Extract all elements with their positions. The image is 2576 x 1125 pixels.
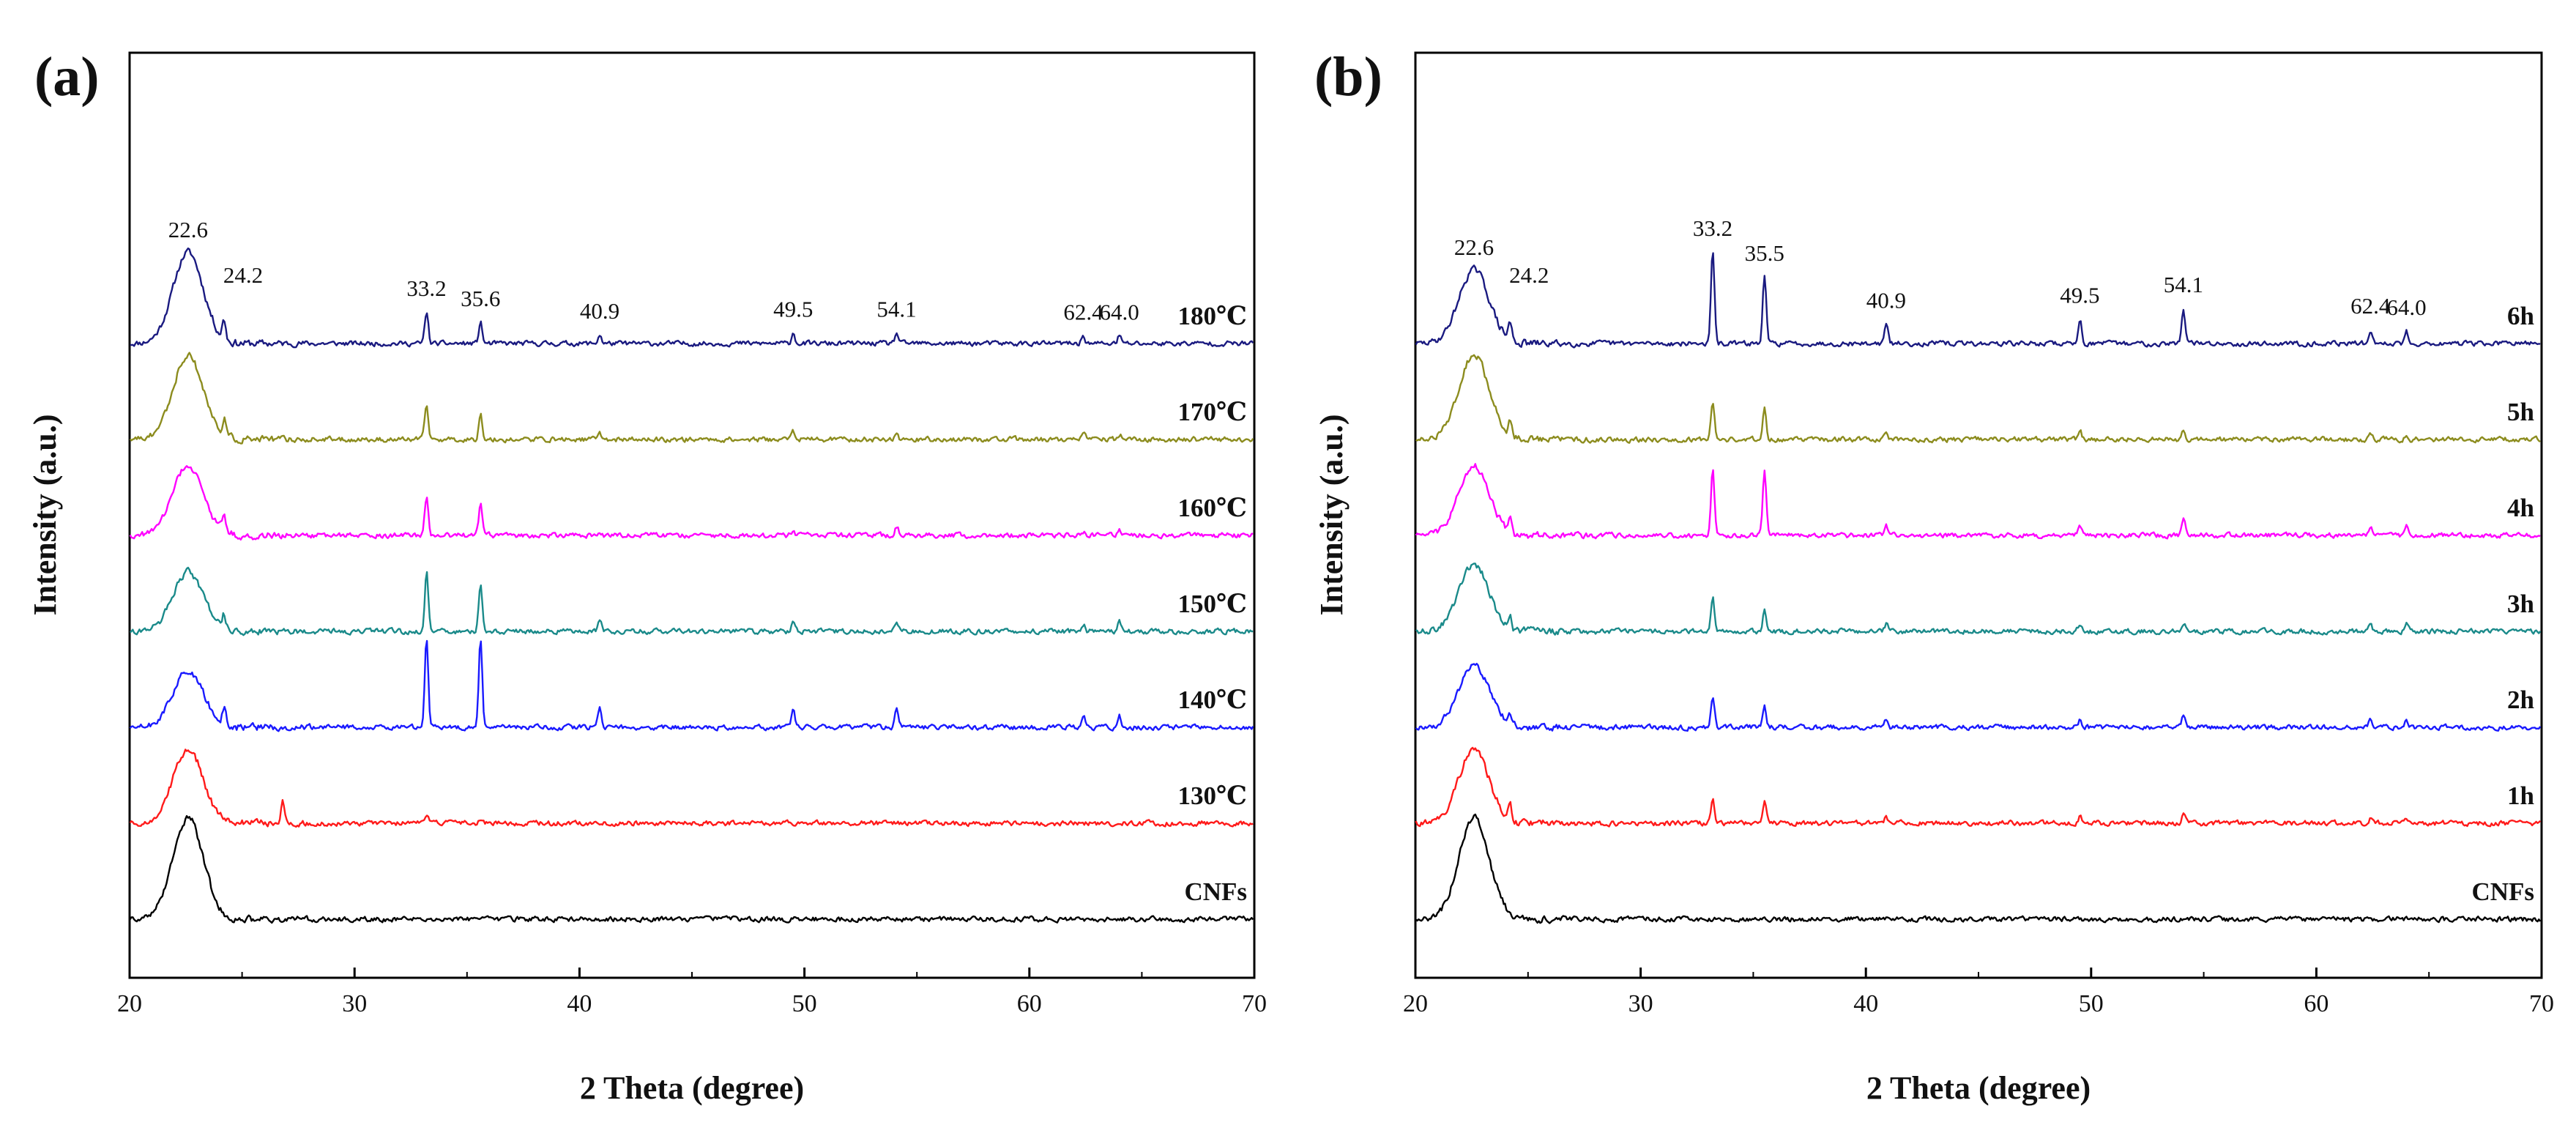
series-line — [1415, 813, 2542, 924]
peak-label: 62.4 — [2350, 293, 2391, 319]
x-tick-label: 60 — [2304, 990, 2329, 1017]
x-tick-label: 30 — [342, 990, 367, 1017]
peak-label: 54.1 — [2164, 272, 2203, 297]
x-axis-title: 2 Theta (degree) — [1866, 1070, 2091, 1106]
panel-letter: (a) — [34, 46, 100, 108]
peak-label: 33.2 — [406, 275, 446, 301]
series-label: 150℃ — [1178, 590, 1247, 618]
peak-label: 35.5 — [1745, 240, 1784, 266]
x-tick-label: 30 — [1628, 990, 1653, 1017]
panel-a: 20 30 40 50 60 70 180℃ 170℃ 160℃ 150℃ 140℃ 130℃ CNFs… — [27, 46, 1267, 1106]
peak-label: 22.6 — [168, 217, 208, 242]
series-label: 140℃ — [1178, 686, 1247, 714]
peak-label: 40.9 — [580, 298, 619, 324]
x-axis-title: 2 Theta (degree) — [580, 1070, 804, 1106]
x-tick-label: 70 — [1242, 990, 1267, 1017]
peak-label: 49.5 — [773, 297, 813, 322]
series-label: 130℃ — [1178, 781, 1247, 810]
panel-b-marks: 20 30 40 50 60 70 6h 5h 4h 3h 2h 1h CNFs 22.6 24.2 33.2… — [1403, 215, 2554, 1017]
series-line — [130, 247, 1254, 349]
x-tick-label: 50 — [2079, 990, 2104, 1017]
peak-label: 33.2 — [1693, 215, 1732, 241]
series-label: CNFs — [2471, 877, 2534, 906]
x-tick-label: 60 — [1017, 990, 1042, 1017]
series-line — [1415, 354, 2541, 444]
panel-letter: (b) — [1314, 46, 1382, 108]
panel-a-marks: 20 30 40 50 60 70 180℃ 170℃ 160℃ 150℃ 140℃ 130℃ CNFs… — [117, 217, 1267, 1017]
peak-label: 64.0 — [2386, 294, 2426, 320]
y-axis-title: Intensity (a.u.) — [1314, 414, 1350, 615]
series-line — [129, 814, 1254, 924]
series-label: CNFs — [1184, 877, 1247, 906]
panel-b: 20 30 40 50 60 70 6h 5h 4h 3h 2h 1h CNFs 22.6 24.2 33.2… — [1314, 46, 2554, 1106]
y-axis-title: Intensity (a.u.) — [27, 414, 63, 615]
peak-label: 24.2 — [223, 262, 263, 288]
x-tick-label: 20 — [117, 990, 142, 1017]
x-tick-label: 40 — [1853, 990, 1878, 1017]
x-tick-label: 40 — [567, 990, 592, 1017]
series-line — [129, 352, 1254, 445]
series-line — [129, 749, 1254, 828]
peak-label: 22.6 — [1454, 234, 1494, 260]
plot-frame — [128, 51, 1256, 979]
series-label: 4h — [2507, 494, 2534, 522]
series-line — [1415, 252, 2541, 349]
x-tick-label: 20 — [1403, 990, 1428, 1017]
peak-label: 54.1 — [876, 297, 916, 322]
series-line — [1415, 463, 2541, 540]
x-tick-label: 50 — [792, 990, 817, 1017]
plot-frame — [1414, 51, 2543, 979]
peak-label: 62.4 — [1063, 299, 1103, 324]
series-label: 1h — [2507, 781, 2534, 810]
peak-label: 49.5 — [2060, 282, 2099, 308]
series-line — [1415, 562, 2542, 636]
peak-label: 24.2 — [1509, 262, 1549, 288]
peak-label: 64.0 — [1100, 299, 1139, 324]
series-line — [129, 465, 1254, 541]
series-line — [1415, 663, 2542, 732]
series-line — [129, 566, 1254, 636]
series-label: 3h — [2507, 590, 2534, 618]
peak-label: 35.6 — [461, 286, 500, 311]
series-label: 5h — [2507, 398, 2534, 426]
series-label: 160℃ — [1178, 494, 1247, 522]
series-line — [129, 639, 1254, 732]
series-label: 2h — [2507, 686, 2534, 714]
series-line — [1415, 746, 2542, 828]
series-label: 6h — [2507, 302, 2534, 330]
peak-label: 40.9 — [1866, 288, 1906, 313]
x-tick-label: 70 — [2529, 990, 2554, 1017]
series-label: 180℃ — [1178, 302, 1247, 330]
series-label: 170℃ — [1178, 398, 1247, 426]
